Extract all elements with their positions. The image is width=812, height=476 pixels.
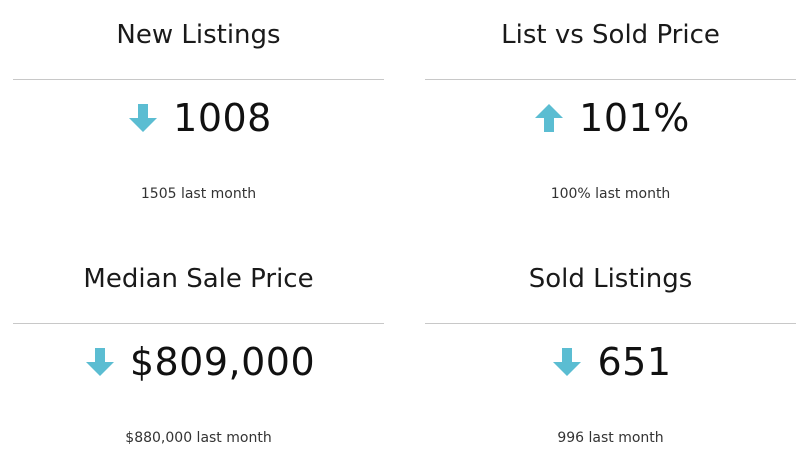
card-title: List vs Sold Price bbox=[501, 20, 720, 50]
divider bbox=[13, 323, 384, 324]
divider bbox=[13, 79, 384, 80]
previous-month-text: 996 last month bbox=[557, 430, 664, 446]
metric-value: 101% bbox=[579, 96, 690, 140]
card-title: Sold Listings bbox=[528, 264, 693, 294]
stat-card-median-sale-price: Median Sale Price $809,000 $880,000 last… bbox=[13, 244, 384, 474]
card-title: New Listings bbox=[116, 20, 281, 50]
arrow-down-icon bbox=[82, 344, 118, 380]
previous-month-text: 1505 last month bbox=[140, 186, 257, 202]
arrow-down-icon bbox=[125, 100, 161, 136]
metric-row: 101% bbox=[425, 94, 796, 142]
divider bbox=[425, 79, 796, 80]
metric-row: 651 bbox=[425, 338, 796, 386]
metric-value: $809,000 bbox=[129, 340, 316, 384]
metric-value: 1008 bbox=[173, 96, 272, 140]
arrow-up-icon bbox=[531, 100, 567, 136]
divider bbox=[425, 323, 796, 324]
stat-card-list-vs-sold-price: List vs Sold Price 101% 100% last month bbox=[425, 0, 796, 230]
metric-row: 1008 bbox=[13, 94, 384, 142]
previous-month-text: $880,000 last month bbox=[125, 430, 272, 446]
card-title: Median Sale Price bbox=[83, 264, 314, 294]
previous-month-text: 100% last month bbox=[550, 186, 671, 202]
stat-card-new-listings: New Listings 1008 1505 last month bbox=[13, 0, 384, 230]
metric-row: $809,000 bbox=[13, 338, 384, 386]
metric-value: 651 bbox=[597, 340, 672, 384]
stat-card-sold-listings: Sold Listings 651 996 last month bbox=[425, 244, 796, 474]
arrow-down-icon bbox=[549, 344, 585, 380]
